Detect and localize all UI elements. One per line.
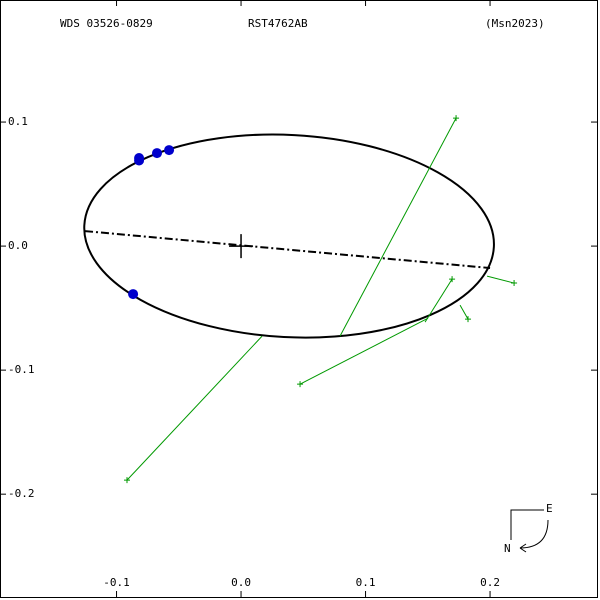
residual-line bbox=[424, 278, 453, 323]
line-of-nodes bbox=[84, 230, 491, 270]
y-tick-label: 0.1 bbox=[8, 115, 28, 128]
observation-point bbox=[164, 145, 175, 156]
residual-point bbox=[123, 477, 130, 484]
header-left: WDS 03526-0829 bbox=[60, 17, 153, 30]
x-tick-label: 0.1 bbox=[356, 576, 376, 589]
compass: E N bbox=[504, 502, 553, 555]
residual-line bbox=[486, 275, 515, 284]
compass-arms bbox=[510, 509, 544, 540]
orbit-ellipse bbox=[83, 133, 495, 339]
header-center: RST4762AB bbox=[248, 17, 308, 30]
observation-point bbox=[128, 289, 139, 300]
compass-east: E bbox=[546, 502, 553, 515]
y-tick-label: -0.2 bbox=[8, 487, 35, 500]
residual-point bbox=[465, 316, 472, 323]
x-tick-label: -0.1 bbox=[103, 576, 130, 589]
residual-point bbox=[453, 115, 460, 122]
observation-point bbox=[152, 148, 163, 159]
residual-line bbox=[459, 304, 469, 320]
residual-line bbox=[299, 317, 429, 385]
compass-north: N bbox=[504, 542, 511, 555]
residual-point bbox=[449, 276, 456, 283]
residual-line bbox=[126, 335, 263, 481]
x-tick-label: 0.0 bbox=[231, 576, 251, 589]
compass-arrow bbox=[519, 519, 549, 549]
residual-point bbox=[511, 280, 518, 287]
primary-star bbox=[229, 234, 254, 259]
residual-line bbox=[339, 117, 457, 337]
header-right: (Msn2023) bbox=[485, 17, 545, 30]
residual-point bbox=[297, 381, 304, 388]
y-tick-label: -0.1 bbox=[8, 363, 35, 376]
y-tick-label: 0.0 bbox=[8, 239, 28, 252]
observation-point bbox=[134, 155, 145, 166]
x-tick-label: 0.2 bbox=[480, 576, 500, 589]
compass-arrowhead bbox=[519, 543, 527, 553]
